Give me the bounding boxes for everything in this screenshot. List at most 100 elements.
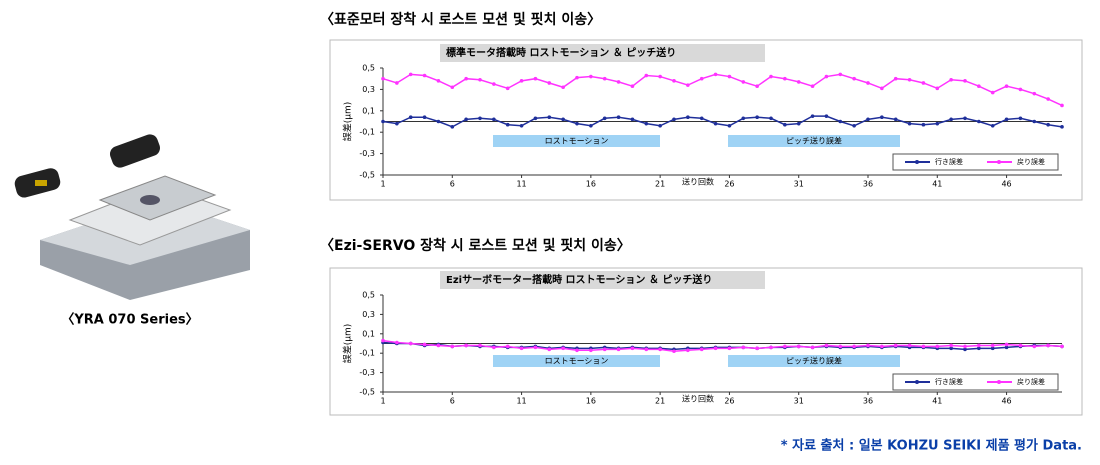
data-point: [519, 79, 524, 83]
chart-heading: 〈Ezi-SERVO 장착 시 로스트 모션 및 핏치 이송〉: [320, 237, 631, 254]
series-line: [382, 339, 1063, 353]
legend-label: 戻り誤差: [1017, 377, 1045, 386]
legend-label: 行き誤差: [935, 157, 963, 166]
chart-heading: 〈표준모터 장착 시 로스트 모션 및 핏치 이송〉: [320, 11, 601, 28]
annotation-bar: [493, 135, 660, 147]
data-point: [436, 79, 441, 83]
data-point: [436, 343, 441, 348]
data-point: [866, 343, 870, 348]
data-point: [893, 117, 898, 122]
y-tick-label: 0,1: [362, 106, 375, 115]
data-point: [949, 343, 953, 348]
data-point: [963, 347, 967, 352]
data-point: [783, 344, 787, 349]
data-point: [810, 114, 815, 118]
data-point: [547, 115, 552, 120]
data-point: [616, 115, 621, 120]
y-tick-label: 0,3: [362, 85, 375, 94]
data-point: [464, 76, 468, 81]
annotation-bar: [728, 355, 900, 367]
data-point: [644, 121, 649, 126]
data-point: [422, 73, 427, 78]
data-point: [686, 83, 690, 87]
data-point: [450, 344, 455, 349]
data-point: [866, 81, 870, 85]
data-point: [990, 346, 995, 351]
y-axis-label: 誤差(μm): [342, 324, 354, 364]
data-point: [1018, 87, 1023, 92]
x-tick-label: 46: [1001, 180, 1011, 189]
data-point: [880, 115, 884, 120]
data-point: [616, 80, 621, 84]
annotation-bar: [728, 135, 900, 147]
data-point: [852, 344, 856, 349]
data-point: [658, 74, 662, 79]
data-point: [644, 347, 649, 352]
y-axis-label: 誤差(μm): [342, 102, 354, 142]
data-point: [686, 348, 690, 353]
y-tick-label: -0,5: [359, 388, 375, 397]
product-image: [14, 134, 250, 300]
data-point: [533, 345, 538, 350]
data-point: [796, 121, 801, 126]
data-point: [464, 117, 468, 122]
data-point: [755, 84, 759, 88]
data-point: [561, 117, 565, 122]
data-point: [990, 343, 995, 348]
x-axis-label: 送り回数: [682, 394, 714, 404]
data-point: [824, 343, 829, 348]
data-point: [561, 346, 565, 351]
legend-box: [892, 373, 1059, 391]
data-point: [893, 76, 898, 81]
data-point: [1046, 343, 1050, 348]
x-tick-label: 41: [932, 180, 942, 189]
data-point: [1004, 84, 1009, 88]
y-tick-label: -0,3: [359, 149, 375, 158]
data-point: [575, 75, 579, 80]
data-point: [547, 81, 552, 85]
data-point: [741, 116, 746, 121]
data-point: [519, 123, 524, 128]
data-point: [616, 347, 621, 352]
x-tick-label: 21: [655, 397, 665, 406]
data-point: [492, 82, 496, 86]
data-point: [408, 115, 413, 120]
legend-box: [892, 153, 1059, 171]
annotation: ロストモーション: [545, 357, 609, 366]
data-point: [907, 77, 912, 82]
x-tick-label: 31: [794, 397, 804, 406]
product-caption: 〈YRA 070 Series〉: [61, 312, 198, 328]
data-point: [880, 86, 884, 91]
y-tick-label: 0,1: [362, 329, 375, 338]
data-point: [866, 117, 870, 122]
data-point: [921, 122, 926, 127]
data-point: [838, 344, 843, 349]
data-point: [1060, 344, 1064, 349]
data-point: [1046, 97, 1050, 101]
x-tick-label: 11: [516, 397, 526, 406]
data-point: [630, 84, 635, 88]
y-tick-label: -0,3: [359, 368, 375, 377]
data-point: [977, 84, 981, 88]
x-tick-label: 26: [724, 397, 734, 406]
data-point: [492, 345, 496, 350]
x-tick-label: 31: [794, 180, 804, 189]
legend-marker: [915, 160, 919, 164]
series-line: [382, 115, 1063, 128]
data-point: [575, 121, 579, 126]
data-point: [838, 119, 843, 124]
data-point: [963, 116, 967, 121]
data-point: [547, 347, 552, 352]
data-point: [935, 86, 940, 91]
data-point: [464, 343, 468, 348]
x-tick-label: 36: [863, 397, 873, 406]
data-point: [907, 343, 912, 348]
legend-label: 戻り誤差: [1017, 157, 1045, 166]
data-point: [686, 115, 690, 120]
data-point: [963, 344, 967, 349]
data-point: [699, 76, 704, 81]
data-point: [824, 114, 829, 118]
data-point: [783, 76, 787, 81]
data-point: [949, 117, 953, 122]
data-point: [990, 90, 995, 95]
